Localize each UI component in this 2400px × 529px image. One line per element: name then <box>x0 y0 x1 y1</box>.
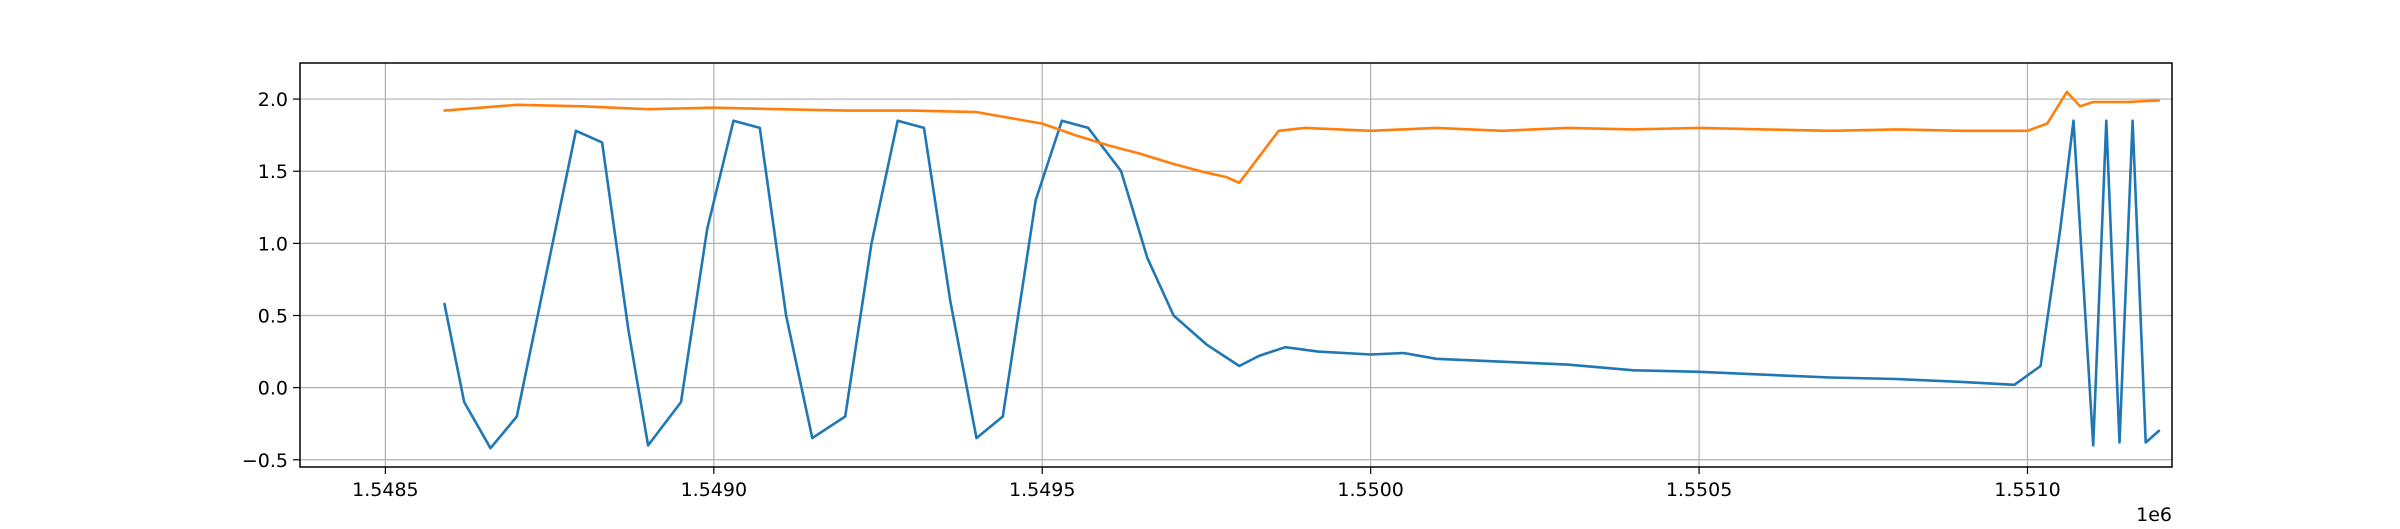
y-tick-label-1: 0.0 <box>258 378 288 400</box>
x-tick-label-1: 1.5490 <box>681 479 747 501</box>
y-tick-label-4: 1.5 <box>258 161 288 183</box>
y-tick-label-0: −0.5 <box>242 450 288 472</box>
x-tick-label-4: 1.5505 <box>1666 479 1732 501</box>
y-tick-label-3: 1.0 <box>258 233 288 255</box>
x-tick-label-2: 1.5495 <box>1009 479 1075 501</box>
x-tick-label-5: 1.5510 <box>1994 479 2060 501</box>
x-offset-label: 1e6 <box>2136 504 2172 525</box>
data-series <box>443 90 2161 450</box>
x-tick-label-0: 1.5485 <box>352 479 418 501</box>
y-tick-label-2: 0.5 <box>258 306 288 328</box>
axis-ticks: 1.5485 1.5490 1.5495 1.5500 1.5505 1.5510 −0.5… <box>242 89 2061 501</box>
y-tick-label-5: 2.0 <box>258 89 288 111</box>
series-line-1 <box>443 119 2161 450</box>
plot-frame <box>299 62 2173 468</box>
x-tick-label-3: 1.5500 <box>1337 479 1403 501</box>
series-line-2 <box>443 90 2161 185</box>
